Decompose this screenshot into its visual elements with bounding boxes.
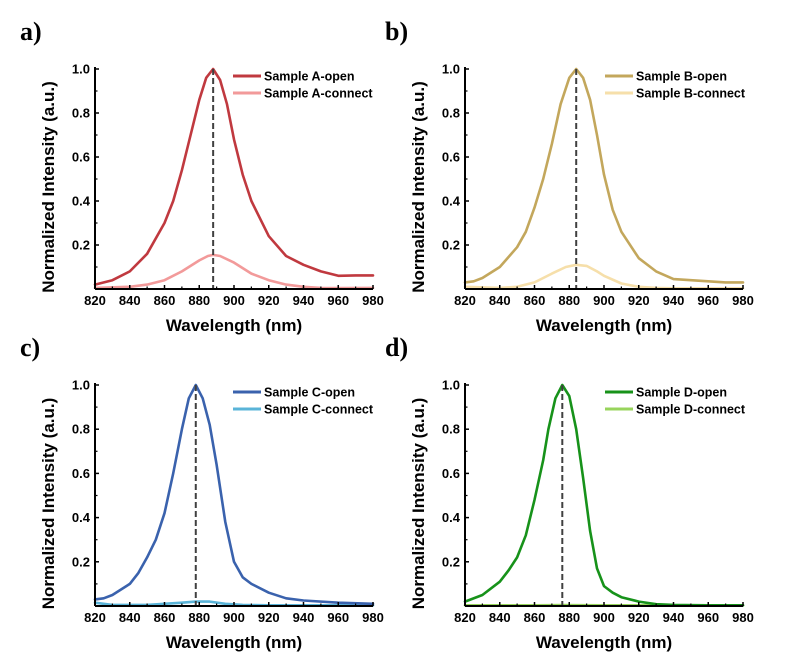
chart-panel-a: a) 820 840 860 880 900 920 940 960 980 0.2 0.4 0.6 0.… [20, 17, 384, 335]
series-line-open [93, 67, 375, 286]
x-tick-label: 900 [223, 293, 245, 308]
y-axis-title: Normalized Intensity (a.u.) [39, 81, 58, 293]
legend: Sample A-open Sample A-connect [233, 70, 373, 101]
legend-label: Sample B-open [636, 70, 727, 84]
y-tick-label: 0.2 [442, 554, 460, 569]
y-tick-label: 1.0 [72, 378, 90, 393]
x-tick-label: 980 [362, 293, 384, 308]
chart-panel-c: c) 820 840 860 880 900 920 940 960 980 0.2 0.4 0.6 0.… [20, 333, 384, 652]
x-tick-label: 940 [663, 610, 685, 625]
chart-panel-d: d) 820 840 860 880 900 920 940 960 980 0.2 0.4 0.6 0.… [385, 333, 754, 652]
series-line-open [93, 383, 375, 606]
legend-label: Sample C-connect [264, 403, 374, 417]
chart-panel-b: b) 820 840 860 880 900 920 940 960 980 0.2 0.4 0.6 0.… [385, 17, 754, 335]
y-tick-label: 0.6 [72, 150, 90, 165]
y-tick-label: 0.8 [442, 422, 460, 437]
y-tick-label: 0.2 [72, 554, 90, 569]
x-tick-label: 860 [524, 610, 546, 625]
y-tick-label: 0.4 [72, 194, 91, 209]
panel-label: c) [20, 333, 40, 362]
x-tick-label: 840 [119, 293, 141, 308]
legend-label: Sample D-connect [636, 403, 746, 417]
x-tick-label: 820 [84, 610, 106, 625]
x-tick-label: 820 [454, 293, 476, 308]
y-tick-label: 1.0 [72, 62, 90, 77]
y-axis-title: Normalized Intensity (a.u.) [409, 81, 428, 293]
series-line-open [463, 383, 745, 607]
x-tick-label: 840 [119, 610, 141, 625]
x-tick-label: 860 [524, 293, 546, 308]
series-line-connect [93, 253, 375, 290]
x-axis-title: Wavelength (nm) [166, 316, 302, 335]
y-tick-label: 0.6 [442, 466, 460, 481]
legend-label: Sample B-connect [636, 87, 746, 101]
series-line-connect [463, 263, 745, 290]
panel-label: d) [385, 333, 408, 362]
x-axis-title: Wavelength (nm) [536, 316, 672, 335]
x-tick-label: 940 [663, 293, 685, 308]
x-axis-title: Wavelength (nm) [166, 633, 302, 652]
y-axis-title: Normalized Intensity (a.u.) [39, 398, 58, 610]
y-tick-label: 0.4 [72, 510, 91, 525]
y-tick-label: 0.4 [442, 194, 461, 209]
y-tick-label: 0.6 [72, 466, 90, 481]
y-tick-label: 0.2 [72, 238, 90, 253]
panel-label: b) [385, 17, 408, 46]
x-tick-label: 960 [327, 293, 349, 308]
x-tick-label: 880 [558, 293, 580, 308]
x-tick-label: 960 [697, 293, 719, 308]
y-tick-label: 0.8 [72, 422, 90, 437]
x-tick-label: 860 [154, 610, 176, 625]
x-tick-label: 920 [628, 293, 650, 308]
legend: Sample C-open Sample C-connect [233, 386, 374, 417]
y-tick-label: 0.8 [72, 106, 90, 121]
legend-label: Sample C-open [264, 386, 355, 400]
x-tick-label: 880 [558, 610, 580, 625]
x-tick-label: 960 [327, 610, 349, 625]
y-tick-label: 0.8 [442, 106, 460, 121]
x-tick-label: 840 [489, 610, 511, 625]
legend-label: Sample A-connect [264, 87, 373, 101]
x-tick-label: 820 [454, 610, 476, 625]
x-tick-label: 980 [732, 610, 754, 625]
x-tick-label: 900 [223, 610, 245, 625]
panel-label: a) [20, 17, 42, 46]
x-tick-label: 980 [362, 610, 384, 625]
x-tick-label: 820 [84, 293, 106, 308]
x-tick-label: 840 [489, 293, 511, 308]
y-axis-title: Normalized Intensity (a.u.) [409, 398, 428, 610]
series-line-open [463, 67, 745, 284]
y-tick-label: 0.2 [442, 238, 460, 253]
legend-label: Sample A-open [264, 70, 355, 84]
x-tick-label: 880 [188, 610, 210, 625]
legend: Sample B-open Sample B-connect [605, 70, 746, 101]
y-tick-label: 0.4 [442, 510, 461, 525]
x-tick-label: 920 [258, 610, 280, 625]
y-tick-label: 0.6 [442, 150, 460, 165]
x-axis-title: Wavelength (nm) [536, 633, 672, 652]
x-tick-label: 960 [697, 610, 719, 625]
legend-label: Sample D-open [636, 386, 727, 400]
x-tick-label: 880 [188, 293, 210, 308]
x-tick-label: 900 [593, 610, 615, 625]
x-tick-label: 940 [293, 610, 315, 625]
x-tick-label: 980 [732, 293, 754, 308]
x-tick-label: 860 [154, 293, 176, 308]
y-tick-label: 1.0 [442, 62, 460, 77]
legend: Sample D-open Sample D-connect [605, 386, 746, 417]
x-tick-label: 920 [628, 610, 650, 625]
x-tick-label: 900 [593, 293, 615, 308]
x-tick-label: 920 [258, 293, 280, 308]
y-tick-label: 1.0 [442, 378, 460, 393]
x-tick-label: 940 [293, 293, 315, 308]
